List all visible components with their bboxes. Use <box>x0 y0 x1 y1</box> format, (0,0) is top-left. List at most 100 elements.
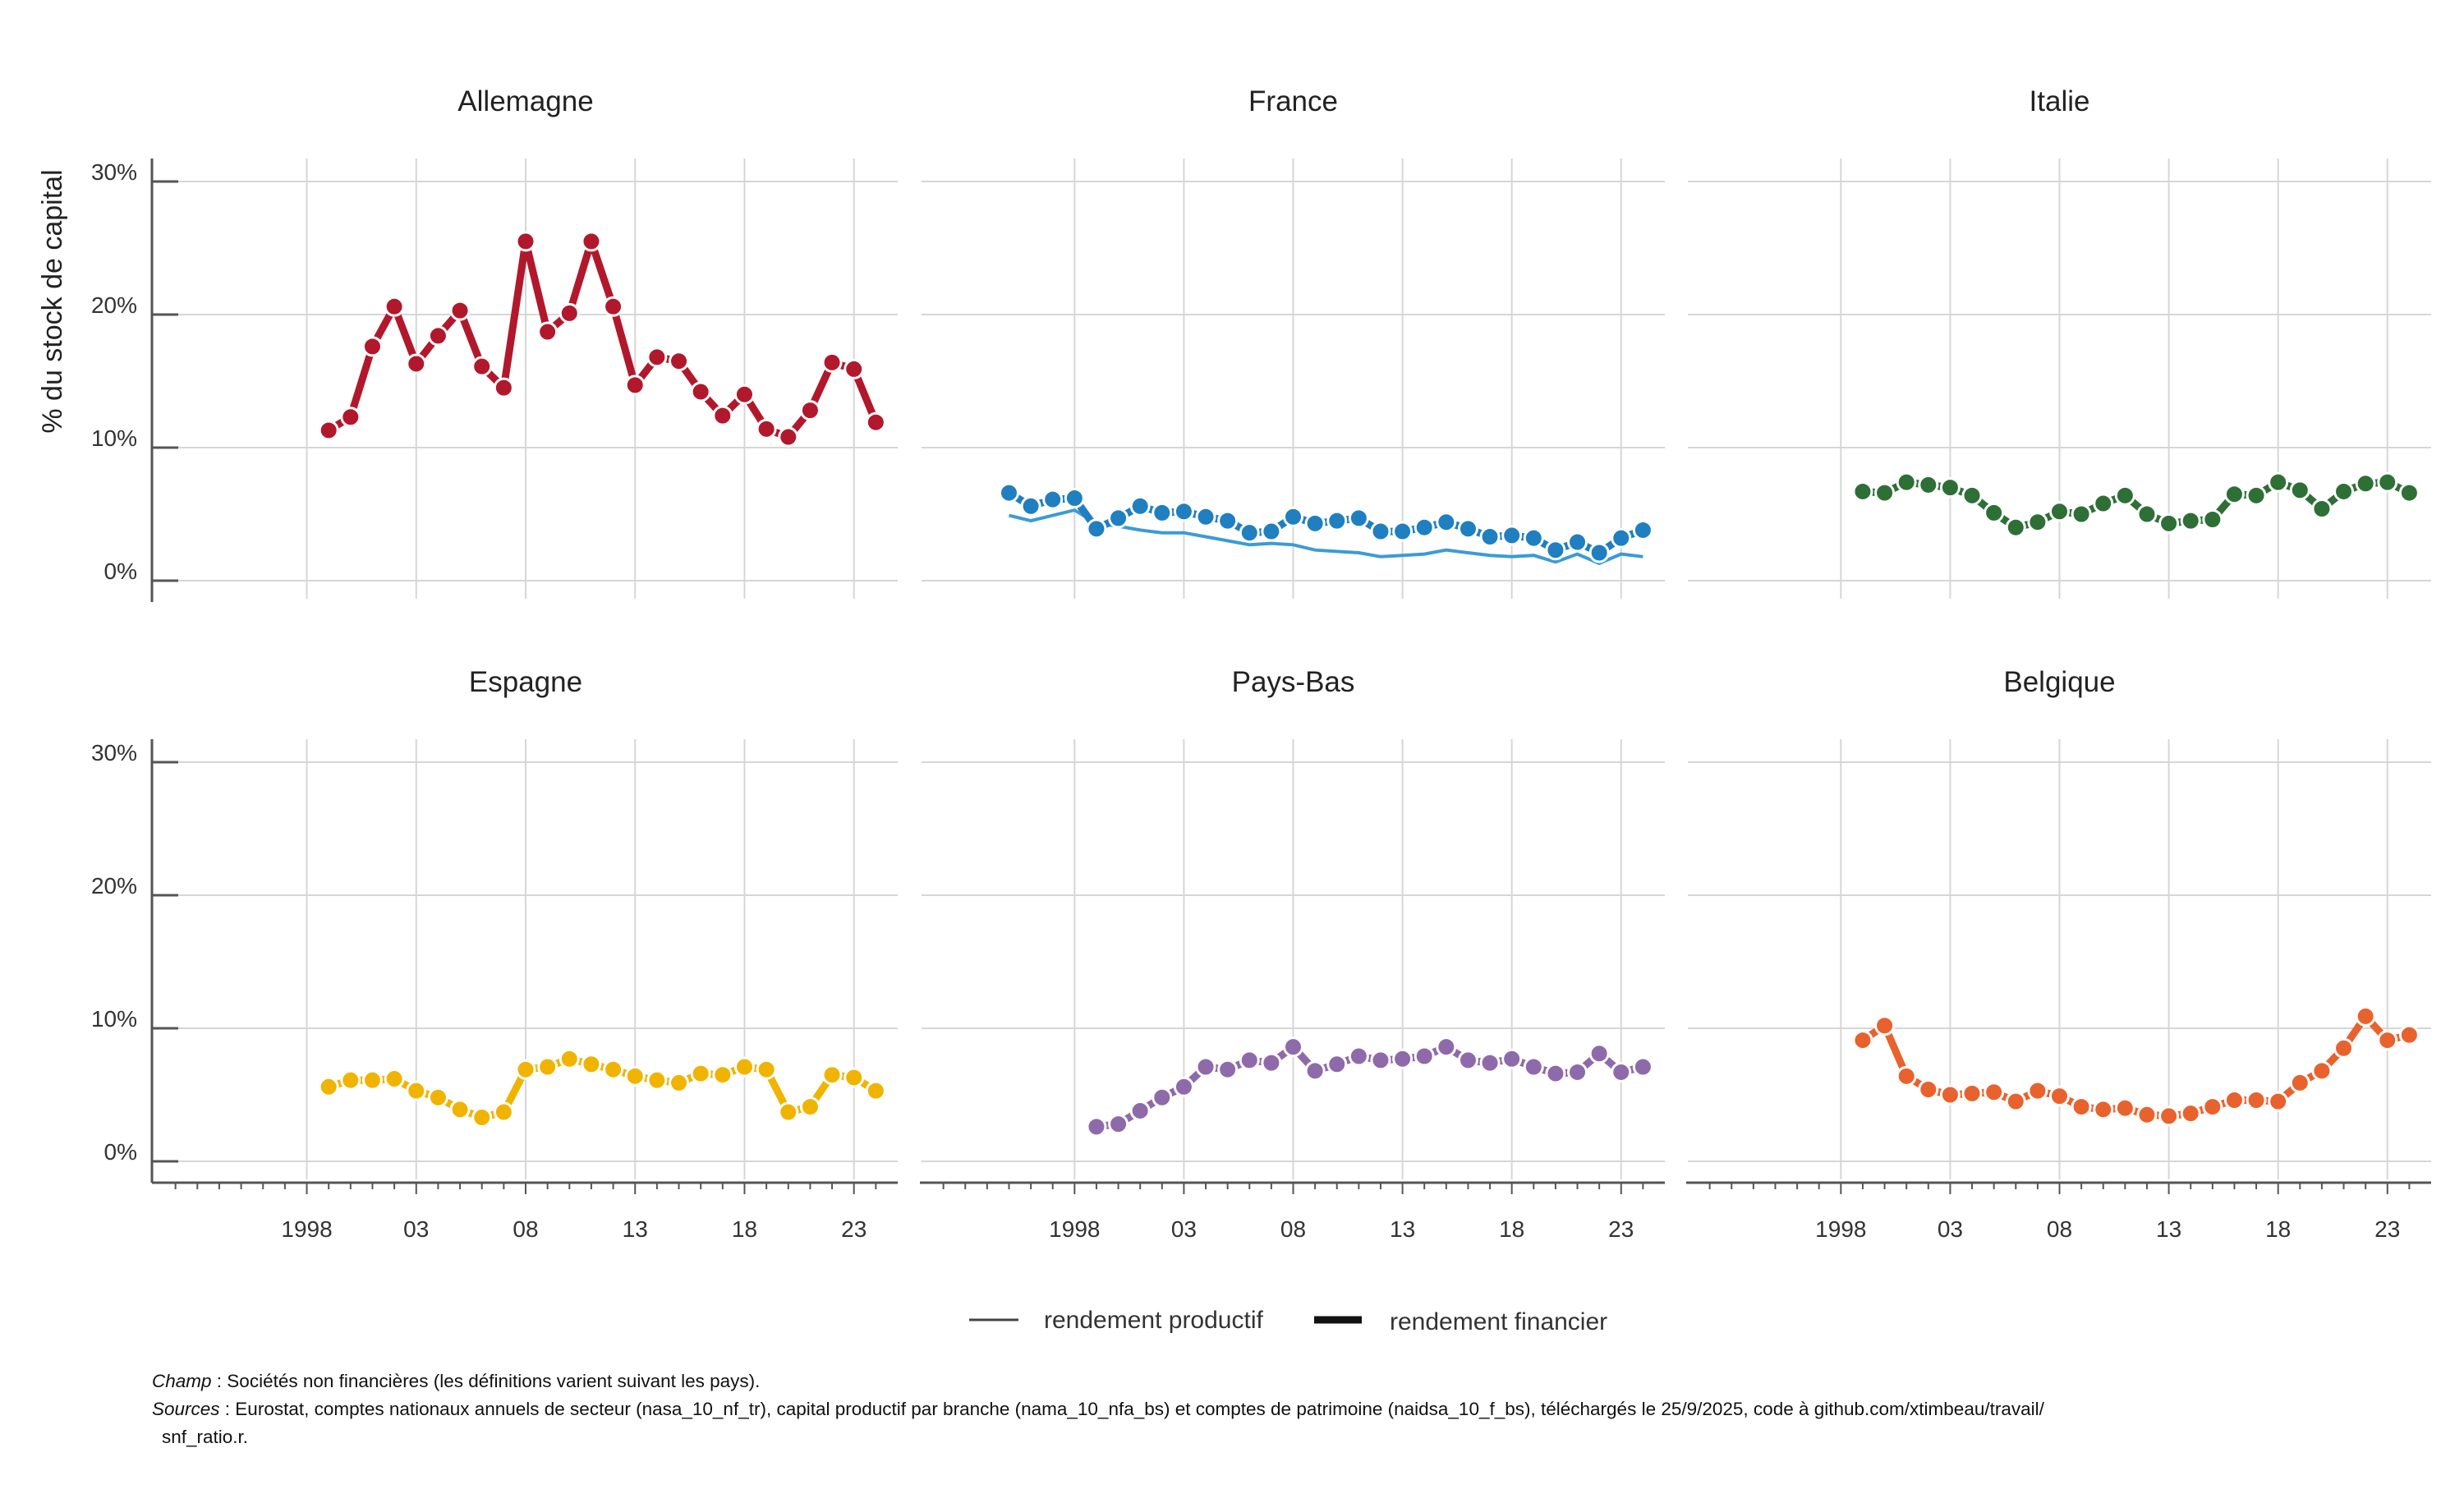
data-point <box>2311 499 2333 520</box>
data-point <box>559 302 580 324</box>
data-point <box>756 1059 777 1080</box>
footnote-sources-label: Sources <box>152 1399 220 1419</box>
data-point <box>1129 495 1151 517</box>
data-point <box>340 407 361 428</box>
data-point <box>712 405 733 426</box>
x-tick-label: 03 <box>1938 1216 1963 1242</box>
data-point <box>2289 480 2310 501</box>
data-point <box>1217 510 1239 531</box>
data-point <box>1918 474 1939 495</box>
data-point <box>384 1069 405 1090</box>
data-point <box>1523 1056 1544 1078</box>
data-point <box>1567 1061 1588 1082</box>
data-point <box>646 347 668 368</box>
data-point <box>1545 540 1566 561</box>
data-point <box>1086 518 1107 540</box>
y-tick-label: 30% <box>91 159 137 185</box>
data-point <box>2377 1030 2398 1051</box>
data-point <box>1392 1048 1414 1069</box>
data-point <box>340 1069 361 1091</box>
footnote-sources-text: : Eurostat, comptes nationaux annuels de… <box>219 1399 2044 1419</box>
panel-title: Allemagne <box>457 85 593 117</box>
data-point <box>2202 1096 2223 1118</box>
panel-title: Espagne <box>469 666 582 698</box>
data-point <box>449 300 471 321</box>
data-point <box>1108 1114 1129 1135</box>
data-point <box>1611 527 1632 549</box>
data-point <box>2027 512 2048 533</box>
data-point <box>2136 503 2158 525</box>
data-point <box>2114 1097 2135 1119</box>
data-point <box>1588 542 1610 563</box>
data-point <box>799 1096 821 1118</box>
data-point <box>1414 517 1435 538</box>
data-point <box>1152 502 1173 523</box>
data-point <box>1874 482 1896 503</box>
x-tick-label: 1998 <box>1049 1216 1100 1242</box>
footnote-champ-text: : Sociétés non financières (les définiti… <box>211 1371 761 1391</box>
data-point <box>1939 1084 1961 1105</box>
data-point <box>690 1063 711 1084</box>
y-tick-label: 0% <box>104 558 137 584</box>
data-point <box>1239 522 1260 544</box>
data-point <box>1217 1059 1239 1080</box>
x-tick-label: 13 <box>623 1216 648 1242</box>
x-tick-label: 08 <box>2047 1216 2072 1242</box>
data-point <box>799 400 821 421</box>
data-point <box>2398 1024 2420 1046</box>
data-point <box>2093 1099 2114 1120</box>
data-point <box>1632 519 1653 540</box>
x-tick-label: 18 <box>2265 1216 2291 1242</box>
panel-italie: Italie <box>1688 85 2431 599</box>
data-point <box>449 1099 471 1120</box>
data-point <box>2246 485 2267 506</box>
panel-espagne: Espagne 0% 10% 20% 30% 1998 03 08 13 18 23 <box>91 666 898 1242</box>
data-point <box>406 1080 427 1101</box>
data-point <box>690 381 711 402</box>
data-point <box>2333 480 2355 502</box>
data-point <box>1348 508 1369 529</box>
data-point <box>2005 1091 2026 1112</box>
data-point <box>1261 1052 1282 1073</box>
data-point <box>778 1101 799 1123</box>
data-point <box>2398 482 2420 503</box>
x-tick-label: 03 <box>1171 1216 1197 1242</box>
x-tick-label: 1998 <box>281 1216 332 1242</box>
x-tick-label: 08 <box>513 1216 538 1242</box>
data-point <box>669 351 690 372</box>
data-point <box>1501 1048 1523 1069</box>
data-point <box>2136 1104 2158 1125</box>
data-point <box>1852 1030 1873 1051</box>
data-point <box>1961 485 1983 506</box>
data-point <box>515 231 536 252</box>
data-point <box>733 384 755 405</box>
data-point <box>1984 1082 2005 1103</box>
data-point <box>1326 1054 1348 1075</box>
panel-title: Pays-Bas <box>1232 666 1355 698</box>
data-point <box>2223 484 2245 505</box>
data-point <box>821 352 843 373</box>
data-point <box>998 482 1019 503</box>
data-point <box>1852 480 1873 502</box>
y-tick-label: 0% <box>104 1139 137 1165</box>
x-tick-label: 18 <box>1499 1216 1524 1242</box>
data-point <box>2246 1089 2267 1110</box>
data-point <box>2027 1080 2048 1101</box>
y-tick-label: 20% <box>91 873 137 899</box>
data-point <box>1326 510 1348 531</box>
data-point <box>1283 1036 1303 1058</box>
data-point <box>1239 1050 1260 1071</box>
data-point <box>2049 1086 2070 1107</box>
legend-label-financier: rendement financier <box>1390 1308 1607 1335</box>
data-point <box>2071 1096 2092 1118</box>
data-point <box>2377 471 2398 493</box>
x-tick-label: 08 <box>1280 1216 1306 1242</box>
data-point <box>603 296 624 317</box>
data-point <box>406 353 427 375</box>
panel-title: Belgique <box>2003 666 2115 698</box>
x-tick-label: 18 <box>732 1216 757 1242</box>
data-point <box>1961 1082 1983 1104</box>
data-point <box>1173 501 1194 522</box>
data-point <box>844 358 865 379</box>
data-point <box>2202 508 2223 530</box>
